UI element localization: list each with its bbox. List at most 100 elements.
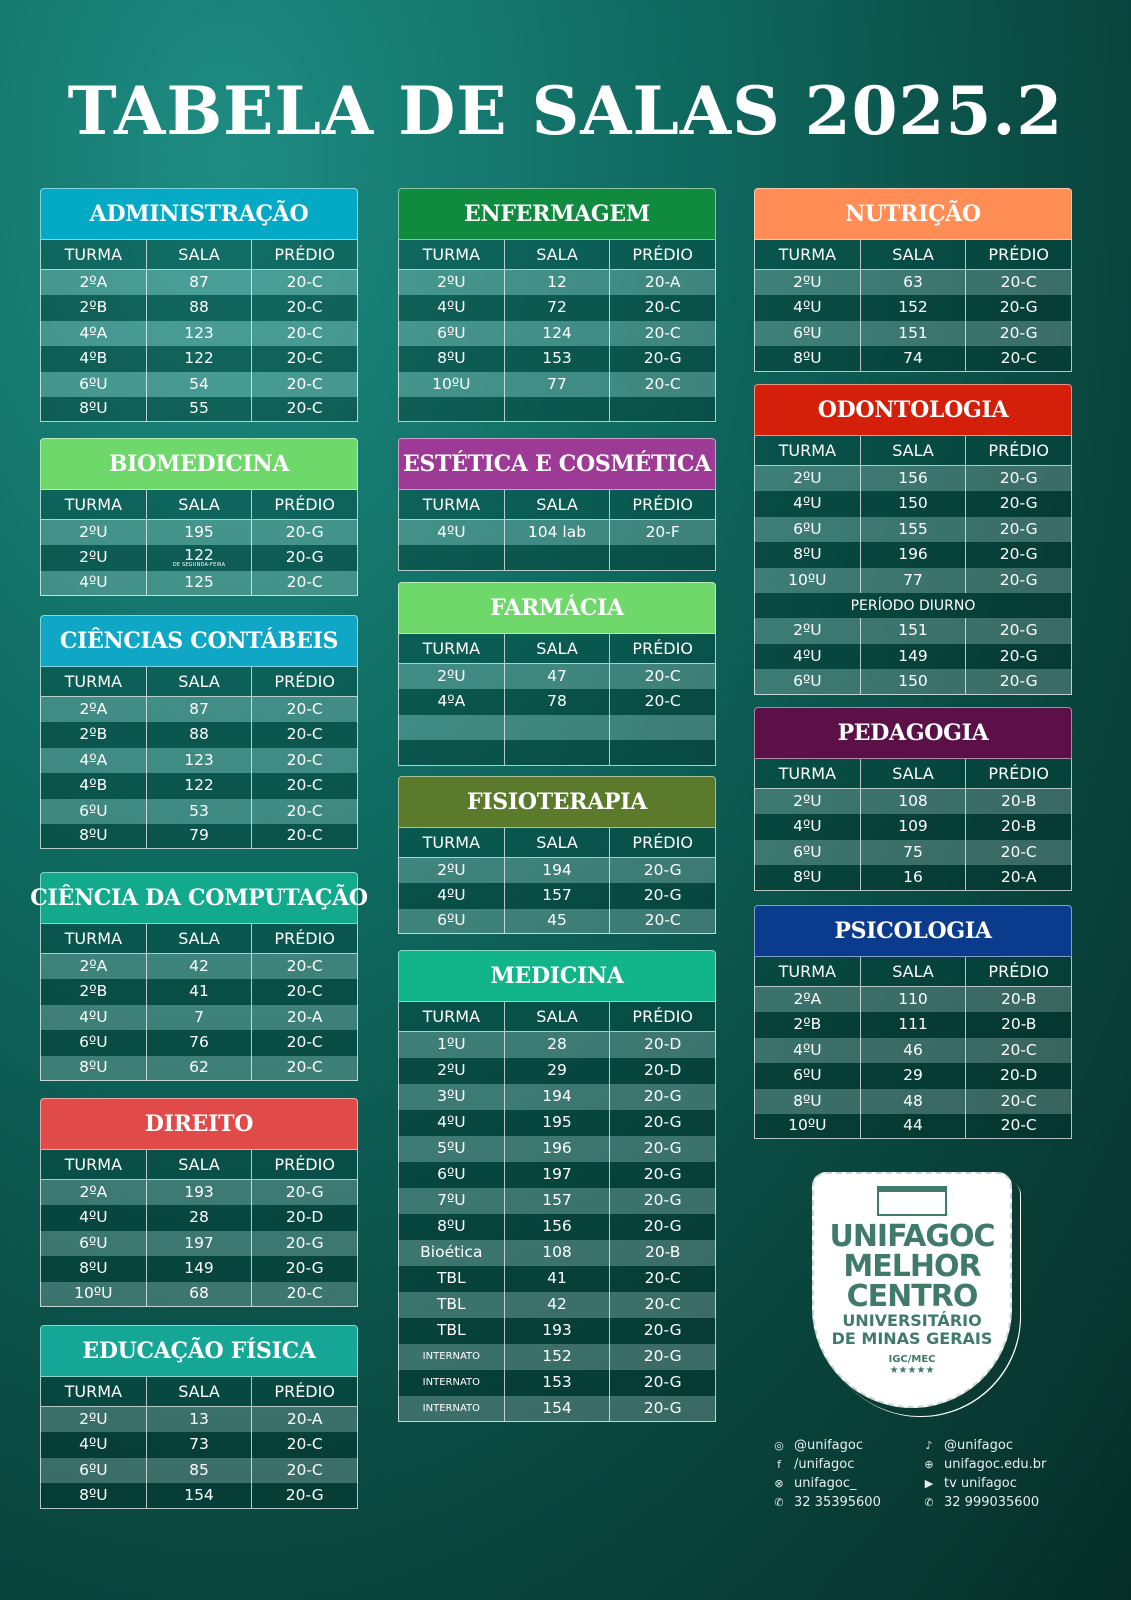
cell: 20-C: [286, 1460, 323, 1479]
column-header: TURMA: [755, 436, 861, 465]
cell: 42: [505, 1292, 611, 1318]
social-item: ⊕ unifagoc.edu.br: [922, 1457, 1072, 1472]
column-header: TURMA: [399, 240, 505, 269]
table-title: ADMINISTRAÇÃO: [40, 188, 358, 240]
cell: 123: [147, 320, 253, 347]
cell: 88: [147, 295, 253, 321]
cell: 10ºU: [755, 567, 861, 593]
table-row: 10ºU 77 20-G: [754, 567, 1072, 593]
cell: 4ºU: [755, 814, 861, 840]
cell: 4ºU: [41, 1432, 147, 1458]
section-label: PERÍODO DIURNO: [754, 592, 1072, 619]
cell: 2ºB: [755, 1012, 861, 1038]
cell: 20-C: [286, 801, 323, 820]
cell: 44: [861, 1113, 967, 1139]
cell: TBL: [399, 1292, 505, 1318]
cell: [399, 396, 505, 422]
cell: [399, 740, 505, 765]
cell: 157: [505, 883, 611, 909]
cell: 152: [861, 295, 967, 321]
cell: 20-C: [1000, 1040, 1037, 1059]
table-header-row: TURMA SALA PRÉDIO: [398, 634, 716, 664]
cell: 20-G: [643, 1321, 682, 1340]
table-header-row: TURMA SALA PRÉDIO: [40, 490, 358, 520]
cell: 20-D: [644, 1035, 682, 1054]
cell: 8ºU: [41, 1055, 147, 1080]
cell: 156: [861, 466, 967, 492]
cell: 2ºU: [755, 789, 861, 815]
column-header: PRÉDIO: [274, 1381, 335, 1401]
table-row: 4ºU 150 20-G: [754, 491, 1072, 517]
table-row: 8ºU 196 20-G: [754, 542, 1072, 568]
cell: 20-C: [286, 399, 323, 418]
cell: 20-C: [644, 298, 681, 317]
cell: 8ºU: [399, 346, 505, 372]
table-row: INTERNATO 152 20-G: [398, 1344, 716, 1370]
table-row: 8ºU 16 20-A: [754, 865, 1072, 891]
column-header: PRÉDIO: [274, 494, 335, 514]
cell: [399, 714, 505, 741]
cell: 122 DE SEGUNDA-FEIRA: [147, 545, 253, 571]
table-header-row: TURMA SALA PRÉDIO: [754, 957, 1072, 987]
cell: 20-A: [286, 1409, 323, 1428]
cell: 4ºU: [755, 1037, 861, 1064]
table-title: EDUCAÇÃO FÍSICA: [40, 1325, 358, 1377]
cell: 2ºU: [755, 618, 861, 644]
cell: 79: [147, 823, 253, 849]
globe-icon: ⊕: [924, 1458, 934, 1471]
table-title: PEDAGOGIA: [754, 707, 1072, 759]
cell: 4ºU: [399, 295, 505, 321]
table-row: [398, 545, 716, 571]
cell: 13: [147, 1407, 253, 1433]
cell: 88: [147, 722, 253, 748]
column-header: PRÉDIO: [988, 961, 1049, 981]
cell: 150: [861, 491, 967, 517]
cell: TBL: [399, 1318, 505, 1344]
table-row: 10ºU 77 20-C: [398, 371, 716, 397]
column-header: TURMA: [41, 240, 147, 269]
page-title: TABELA DE SALAS 2025.2: [67, 72, 1064, 150]
cell: 6ºU: [399, 320, 505, 347]
table-row: 2ºA 87 20-C: [40, 270, 358, 296]
cell: 78: [505, 689, 611, 715]
column-header: TURMA: [399, 1002, 505, 1031]
cell: 20-G: [643, 1165, 682, 1184]
table-row: 6ºU 150 20-G: [754, 669, 1072, 695]
column-header: SALA: [505, 634, 611, 663]
unifagoc-logo: UNIFAGOC MELHOR CENTRO UNIVERSITÁRIO DE …: [812, 1172, 1012, 1408]
room-table-biomedicina: BIOMEDICINA TURMA SALA PRÉDIO 2ºU 195 20-G 2ºU 1…: [40, 438, 358, 597]
cell: 28: [505, 1032, 611, 1058]
cell: 41: [505, 1266, 611, 1292]
table-row: 4ºU 152 20-G: [754, 295, 1072, 321]
table-row: 10ºU 68 20-C: [40, 1281, 358, 1307]
cell: 8ºU: [755, 346, 861, 371]
cell: 149: [861, 643, 967, 670]
cell: 4ºU: [399, 1110, 505, 1136]
cell: 47: [505, 664, 611, 690]
cell: 2ºU: [41, 545, 147, 571]
cell: 2ºA: [41, 1180, 147, 1206]
cell: 6ºU: [41, 1230, 147, 1257]
social-text: tv unifagoc: [944, 1476, 1017, 1491]
table-title: ODONTOLOGIA: [754, 384, 1072, 436]
column-header: SALA: [861, 759, 967, 788]
cell: 20-C: [1000, 272, 1037, 291]
table-row: 4ºU 149 20-G: [754, 643, 1072, 670]
table-title: FISIOTERAPIA: [398, 776, 716, 828]
cell: 4ºA: [41, 320, 147, 347]
table-row: 4ºU 72 20-C: [398, 295, 716, 321]
cell: 2ºB: [41, 979, 147, 1005]
table-row: 1ºU 28 20-D: [398, 1032, 716, 1058]
cell: 20-G: [643, 1217, 682, 1236]
phone-icon: ✆: [774, 1496, 784, 1509]
cell: 2ºU: [755, 270, 861, 296]
cell: 20-C: [644, 1269, 681, 1288]
cell: INTERNATO: [399, 1370, 505, 1396]
cell: 108: [505, 1240, 611, 1266]
table-row: 2ºB 88 20-C: [40, 722, 358, 748]
table-row: 4ºU 7 20-A: [40, 1004, 358, 1031]
cell: 29: [861, 1063, 967, 1089]
cell: 149: [147, 1256, 253, 1282]
cell: 20-C: [286, 374, 323, 393]
cell: 45: [505, 908, 611, 934]
